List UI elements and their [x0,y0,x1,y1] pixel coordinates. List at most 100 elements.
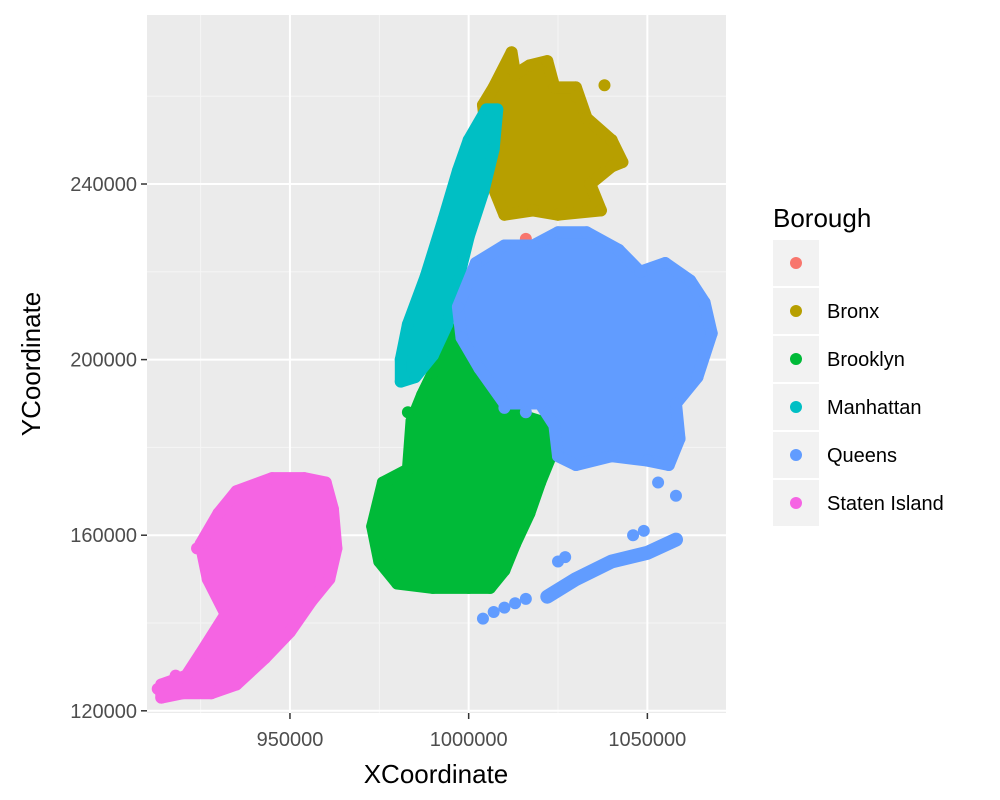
legend-symbol [790,353,802,365]
legend-item [773,240,819,286]
data-point [476,186,489,199]
data-point [637,524,650,537]
legend-title: Borough [773,203,871,233]
data-point [230,485,243,498]
data-point [498,401,511,414]
data-point [487,142,500,155]
data-point [552,226,565,239]
legend-label: Staten Island [827,493,944,515]
data-point [605,134,618,147]
series-manhattan [394,103,504,388]
data-point [326,502,339,515]
data-point [409,371,422,384]
series-staten-island [151,472,343,704]
data-point [191,542,204,555]
data-point [548,419,561,432]
data-point [451,164,464,177]
data-point [476,612,489,625]
y-tick-label: 200000 [70,350,137,372]
data-point [698,296,711,309]
data-point [180,669,193,682]
data-point [401,406,414,419]
data-point [258,652,271,665]
data-point [169,669,182,682]
data-point [401,318,414,331]
data-point [283,625,296,638]
data-point [394,353,407,366]
data-point [373,555,386,568]
data-point [484,581,497,594]
data-point [541,55,554,68]
data-point [298,472,311,485]
data-point [462,581,475,594]
y-axis-title: YCoordinate [16,292,46,437]
data-point [426,366,439,379]
legend-label: Brooklyn [827,349,905,371]
data-point [437,213,450,226]
x-tick-label: 950000 [257,729,324,751]
data-point [219,608,232,621]
data-point [662,458,675,471]
data-point [684,274,697,287]
x-axis: 950000 1000000 1050000 [257,713,686,751]
data-point [491,103,504,116]
point-cloud [155,472,343,704]
data-point [230,678,243,691]
data-point [527,239,539,252]
data-point [401,463,414,476]
data-point [616,156,629,169]
legend-symbol [790,257,802,269]
data-point [634,265,647,278]
series-queens [451,226,718,625]
data-point [451,300,464,313]
data-point [569,458,582,471]
data-point [462,134,475,147]
legend-symbol [790,497,802,509]
data-point [212,507,225,520]
data-point [394,375,407,388]
data-point [426,581,439,594]
y-tick-label: 240000 [70,174,137,196]
legend-item: Staten Island [773,480,944,526]
data-point [305,595,318,608]
data-point [534,397,547,410]
data-point [669,397,682,410]
data-point [384,485,397,498]
data-point [580,112,593,125]
data-point [594,204,607,217]
data-point [498,601,511,614]
data-point [519,406,532,419]
data-point [523,59,536,72]
legend-symbol [790,305,802,317]
data-point [441,318,454,331]
data-point [426,349,439,362]
legend-label: Bronx [827,301,879,323]
data-point [487,606,500,619]
data-point [652,476,665,489]
data-point [519,592,532,605]
data-point [462,230,475,243]
data-point [469,257,482,270]
data-point [691,371,704,384]
data-point [205,687,218,700]
data-point [569,90,582,103]
data-point [194,647,207,660]
data-point [266,472,279,485]
data-point [673,432,686,445]
legend-symbol [790,449,802,461]
data-point [509,537,522,550]
data-point [534,476,547,489]
data-point [627,529,640,542]
data-point [598,79,611,92]
legend-item: Queens [773,432,897,478]
data-points [151,46,718,704]
data-point [416,388,429,401]
data-point [366,520,379,533]
data-point [641,454,654,467]
data-point [455,331,468,344]
data-point [498,239,511,252]
point-strip [540,532,683,604]
data-point [705,327,718,340]
data-point [376,476,389,489]
